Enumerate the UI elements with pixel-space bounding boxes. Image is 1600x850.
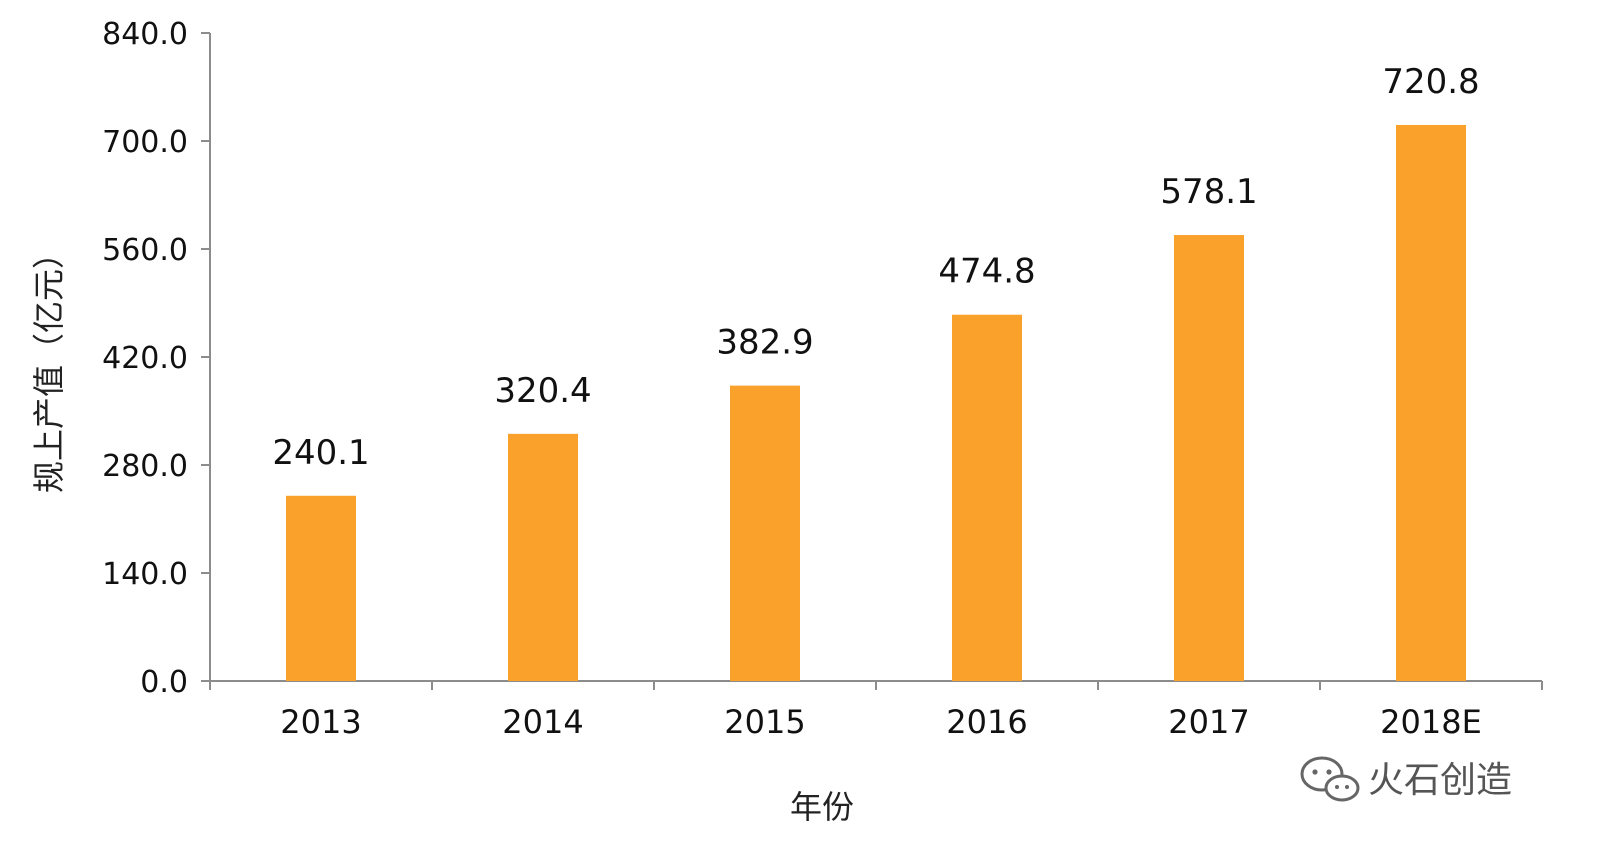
data-label-2016: 474.8 <box>938 252 1035 292</box>
bar-2017 <box>1174 235 1244 681</box>
bars <box>286 124 1466 681</box>
watermark: 火石创造 <box>1300 756 1512 802</box>
x-axis: 2013 2014 2015 2016 2017 2018E <box>209 680 1543 741</box>
bar-2014 <box>508 433 578 681</box>
x-tick-label: 2017 <box>1168 703 1249 741</box>
wechat-icon <box>1300 756 1360 802</box>
y-tick-label: 280.0 <box>102 449 188 484</box>
y-tick-label: 420.0 <box>102 341 188 376</box>
x-tick-label: 2016 <box>946 703 1027 741</box>
data-label-2014: 320.4 <box>494 371 591 411</box>
bar-2013 <box>286 495 356 681</box>
y-axis: 0.0 140.0 280.0 420.0 560.0 700.0 840.0 <box>102 17 211 700</box>
data-label-2017: 578.1 <box>1160 172 1257 212</box>
data-label-2015: 382.9 <box>716 323 813 363</box>
data-label-2018E: 720.8 <box>1382 62 1479 102</box>
data-labels: 240.1 320.4 382.9 474.8 578.1 720.8 <box>272 62 1479 473</box>
data-label-2013: 240.1 <box>272 433 369 473</box>
x-tick-label: 2015 <box>724 703 805 741</box>
bar-2018E <box>1396 124 1466 681</box>
bar-2016 <box>952 314 1022 681</box>
y-tick-label: 700.0 <box>102 125 188 160</box>
x-tick-label: 2018E <box>1380 703 1482 741</box>
x-axis-title: 年份 <box>790 788 854 826</box>
x-tick-label: 2013 <box>280 703 361 741</box>
y-tick-label: 0.0 <box>140 665 188 700</box>
bar-2015 <box>730 385 800 681</box>
y-axis-title: 规上产值（亿元） <box>30 237 68 493</box>
y-tick-label: 840.0 <box>102 17 188 52</box>
x-tick-label: 2014 <box>502 703 583 741</box>
y-tick-label: 560.0 <box>102 233 188 268</box>
y-tick-label: 140.0 <box>102 557 188 592</box>
watermark-text: 火石创造 <box>1368 760 1512 801</box>
